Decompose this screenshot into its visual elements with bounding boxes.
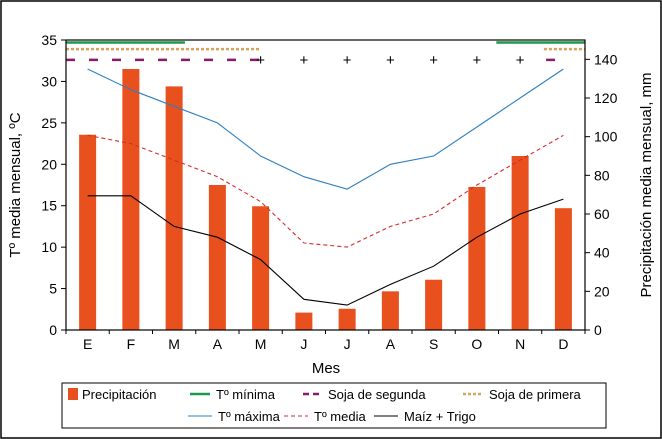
- legend-label-soja-primera: Soja de primera: [489, 387, 582, 402]
- right-tick-label-5: 100: [594, 129, 618, 145]
- y-axis-left-label: Tº media mensual, ºC: [7, 112, 24, 257]
- legend-label-soja-segunda: Soja de segunda: [328, 387, 426, 402]
- right-tick-label-3: 60: [594, 206, 610, 222]
- x-tick-label-0: E: [83, 336, 92, 352]
- right-tick-label-7: 140: [594, 51, 618, 67]
- x-tick-label-11: D: [558, 336, 568, 352]
- marker-plus-3: +: [386, 52, 395, 69]
- legend-label-tmax: Tº máxima: [218, 409, 281, 424]
- series-line-0: [87, 68, 564, 190]
- bar-1: [122, 69, 140, 330]
- legend-label-maiz-trigo: Maíz + Trigo: [404, 409, 476, 424]
- bars-layer: [79, 69, 572, 331]
- bar-9: [468, 186, 486, 330]
- x-tick-label-10: N: [515, 336, 525, 352]
- left-tick-label-0: 0: [49, 322, 57, 338]
- y-axis-right-label: Precipitación media mensual, mm: [638, 72, 655, 297]
- x-tick-label-9: O: [471, 336, 482, 352]
- x-tick-label-6: J: [344, 336, 351, 352]
- left-tick-label-5: 25: [41, 115, 57, 131]
- legend-box: [61, 382, 607, 429]
- right-tick-label-6: 120: [594, 90, 618, 106]
- x-tick-label-3: A: [213, 336, 223, 352]
- marker-plus-0: +: [256, 52, 265, 69]
- x-tick-label-7: A: [386, 336, 396, 352]
- bar-10: [511, 156, 529, 330]
- bar-4: [252, 206, 270, 330]
- legend-swatch-precipitacion: [68, 388, 78, 400]
- marker-plus-2: +: [343, 52, 352, 69]
- bar-3: [208, 185, 226, 330]
- left-tick-label-6: 30: [41, 73, 57, 89]
- bar-11: [554, 208, 572, 330]
- legend-label-precipitacion: Precipitación: [82, 387, 156, 402]
- right-tick-label-1: 20: [594, 283, 610, 299]
- bar-5: [295, 312, 313, 330]
- x-tick-label-4: M: [255, 336, 267, 352]
- left-tick-label-1: 5: [49, 281, 57, 297]
- marker-plus-6: +: [516, 52, 525, 69]
- lines-layer: [87, 68, 564, 306]
- right-tick-label-4: 80: [594, 167, 610, 183]
- left-tick-label-4: 20: [41, 156, 57, 172]
- series-line-1: [87, 134, 564, 248]
- left-tick-label-3: 15: [41, 198, 57, 214]
- x-tick-label-5: J: [300, 336, 307, 352]
- left-tick-label-7: 35: [41, 32, 57, 48]
- bar-8: [425, 279, 443, 330]
- right-axis-ticks: 0 20 40 60 80 100 120 140: [585, 51, 618, 338]
- bar-7: [381, 291, 399, 330]
- legend-label-tmin: Tº mínima: [216, 387, 276, 402]
- left-axis-ticks: 0 5 10 15 20 25 30 35: [41, 32, 66, 338]
- marker-plus-1: +: [299, 52, 308, 69]
- bar-0: [79, 134, 97, 330]
- x-tick-label-1: F: [127, 336, 136, 352]
- right-tick-label-2: 40: [594, 245, 610, 261]
- bar-6: [338, 308, 356, 330]
- bar-2: [165, 86, 183, 331]
- marker-plus-4: +: [429, 52, 438, 69]
- marker-plus-5: +: [472, 52, 481, 69]
- legend-label-tmedia: Tº media: [314, 409, 366, 424]
- x-tick-label-8: S: [429, 336, 438, 352]
- right-tick-label-0: 0: [594, 322, 602, 338]
- legend: Precipitación Tº mínima Soja de segunda …: [61, 382, 607, 429]
- series-line-2: [87, 195, 564, 306]
- periods-layer: [66, 41, 585, 62]
- x-axis-label: Mes: [312, 360, 340, 377]
- markers-layer: + + + + + + +: [256, 52, 525, 69]
- x-tick-label-2: M: [168, 336, 180, 352]
- left-tick-label-2: 10: [41, 239, 57, 255]
